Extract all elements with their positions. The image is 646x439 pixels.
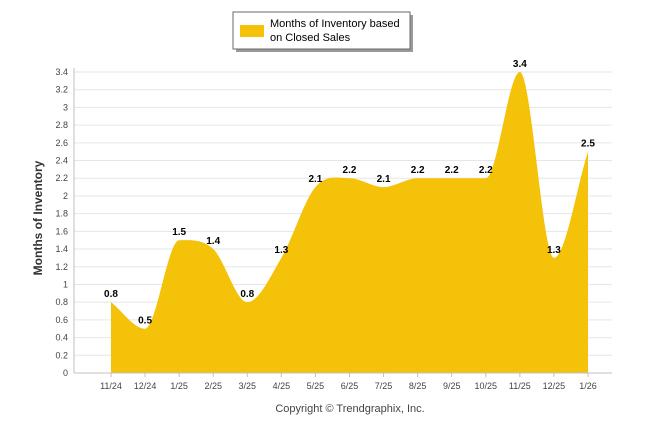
data-label: 0.8 <box>240 289 254 300</box>
x-tick-label: 7/25 <box>375 381 393 391</box>
y-axis-title: Months of Inventory <box>31 160 45 275</box>
x-tick-label: 12/24 <box>134 381 157 391</box>
x-tick-label: 9/25 <box>443 381 461 391</box>
data-label: 2.2 <box>343 165 357 176</box>
legend: Months of Inventory based on Closed Sale… <box>232 11 413 52</box>
y-tick-label: 0.2 <box>55 350 68 360</box>
x-tick-label: 12/25 <box>543 381 566 391</box>
y-tick-label: 3 <box>63 102 68 112</box>
x-tick-label: 1/26 <box>579 381 597 391</box>
y-tick-labels: 0 0.2 0.4 0.6 0.8 1 1.2 1.4 1.6 1.8 2 2.2 2.4 2.6 2.8 3… <box>55 67 68 378</box>
legend-swatch <box>240 25 264 37</box>
y-tick-label: 2.6 <box>55 138 68 148</box>
y-tick-label: 2.4 <box>55 156 68 166</box>
y-tick-label: 2 <box>63 191 68 201</box>
y-tick-label: 2.8 <box>55 120 68 130</box>
x-tick-label: 2/25 <box>204 381 222 391</box>
copyright-footer: Copyright © Trendgraphix, Inc. <box>275 403 424 415</box>
data-label: 3.4 <box>513 59 527 70</box>
y-tick-label: 3.4 <box>55 67 68 77</box>
series-area-fill <box>111 72 588 373</box>
y-tick-label: 1.4 <box>55 244 68 254</box>
data-label: 2.1 <box>308 174 322 185</box>
x-tick-label: 4/25 <box>273 381 291 391</box>
x-tick-labels: 11/24 12/24 1/25 2/25 3/25 4/25 5/25 6/25 7/25 8/… <box>100 381 597 391</box>
y-tick-label: 1 <box>63 279 68 289</box>
data-label: 0.8 <box>104 289 118 300</box>
legend-label-line1: Months of Inventory based <box>270 18 400 30</box>
y-tick-label: 0.4 <box>55 333 68 343</box>
y-tick-label: 1.8 <box>55 209 68 219</box>
y-tick-label: 0.6 <box>55 315 68 325</box>
x-tick-label: 6/25 <box>341 381 359 391</box>
y-tick-label: 3.2 <box>55 85 68 95</box>
data-label: 1.3 <box>547 245 561 256</box>
x-tick-label: 11/24 <box>100 381 122 391</box>
data-label: 1.3 <box>274 245 288 256</box>
data-label: 2.5 <box>581 139 595 150</box>
x-tick-label: 11/25 <box>509 381 531 391</box>
x-tick-label: 10/25 <box>475 381 498 391</box>
data-label: 1.5 <box>172 227 186 238</box>
data-label: 2.1 <box>377 174 391 185</box>
x-tick-label: 8/25 <box>409 381 427 391</box>
data-label: 0.5 <box>138 316 152 327</box>
data-label: 1.4 <box>206 236 220 247</box>
y-tick-label: 0 <box>63 368 68 378</box>
x-tick-label: 1/25 <box>170 381 188 391</box>
y-tick-label: 1.6 <box>55 226 68 236</box>
axes <box>73 68 612 377</box>
x-tick-label: 3/25 <box>239 381 257 391</box>
legend-label-line2: on Closed Sales <box>270 32 351 44</box>
data-label: 2.2 <box>411 165 425 176</box>
data-label: 2.2 <box>445 165 459 176</box>
series-area <box>111 72 588 373</box>
data-label: 2.2 <box>479 165 493 176</box>
x-tick-label: 5/25 <box>307 381 325 391</box>
y-tick-label: 2.2 <box>55 173 68 183</box>
y-tick-label: 0.8 <box>55 297 68 307</box>
data-labels: 0.8 0.5 1.5 1.4 0.8 1.3 2.1 2.2 2.1 2.2 2.2 2.2 3.4 1… <box>104 59 595 327</box>
y-tick-label: 1.2 <box>55 262 68 272</box>
